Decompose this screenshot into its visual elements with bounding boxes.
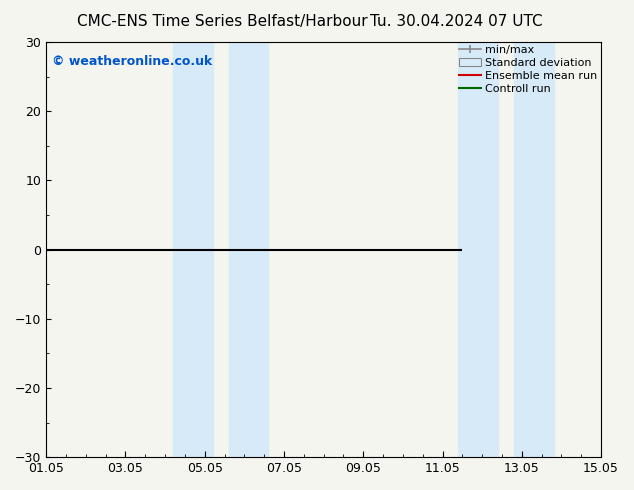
- Bar: [458, 42, 498, 457]
- Legend: min/max, Standard deviation, Ensemble mean run, Controll run: min/max, Standard deviation, Ensemble me…: [456, 43, 600, 96]
- Text: © weatheronline.co.uk: © weatheronline.co.uk: [52, 54, 212, 68]
- Text: CMC-ENS Time Series Belfast/Harbour: CMC-ENS Time Series Belfast/Harbour: [77, 14, 367, 29]
- Bar: [514, 42, 553, 457]
- Bar: [173, 42, 212, 457]
- Bar: [228, 42, 268, 457]
- Text: Tu. 30.04.2024 07 UTC: Tu. 30.04.2024 07 UTC: [370, 14, 543, 29]
